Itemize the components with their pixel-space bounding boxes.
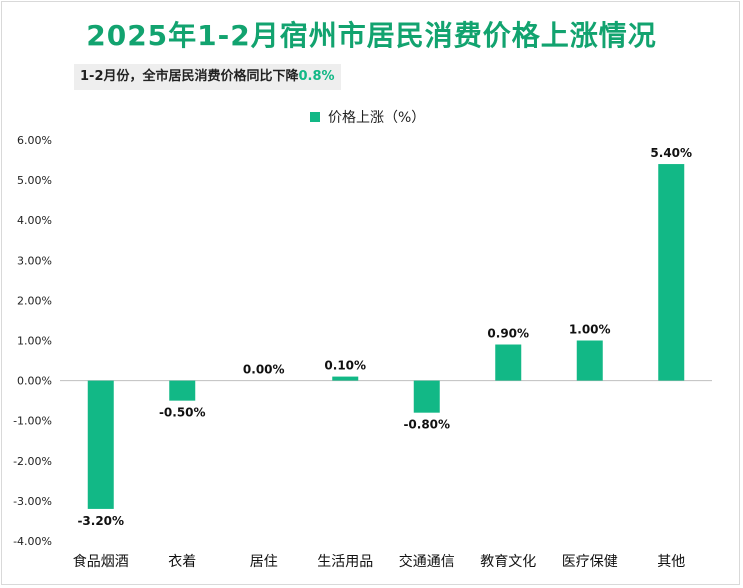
category-label: 衣着 [168,554,196,570]
legend-label: 价格上涨（%） [328,110,426,126]
category-label: 居住 [250,554,278,570]
category-label: 教育文化 [480,554,536,570]
data-label: -0.50% [159,406,206,420]
data-label: -3.20% [77,514,124,528]
y-tick-label: -3.00% [13,495,52,508]
category-label: 生活用品 [317,554,373,570]
data-label: 0.00% [243,363,285,377]
legend-swatch [310,112,320,122]
data-label: 0.90% [487,327,529,341]
y-tick-label: -4.00% [13,535,52,548]
y-tick-label: 3.00% [17,254,52,267]
bar [169,380,196,401]
bar [87,380,114,509]
category-label: 食品烟酒 [73,553,129,570]
y-tick-label: 0.00% [17,375,52,388]
legend: 价格上涨（%） [310,108,425,128]
chart-title: 2025年1-2月宿州市居民消费价格上涨情况 [86,19,657,52]
bar [332,376,359,381]
subtitle-box: 1-2月份，全市居民消费价格同比下降0.8% [74,64,341,90]
y-tick-label: 5.00% [17,174,52,187]
bar [495,344,522,381]
y-tick-label: 1.00% [17,335,52,348]
bar [658,164,685,381]
data-label: -0.80% [403,418,450,432]
data-label: 0.10% [324,359,366,373]
category-label: 医疗保健 [562,554,618,570]
data-label: 5.40% [650,146,692,160]
data-label: 1.00% [569,323,611,337]
bar [413,380,440,413]
y-tick-label: 4.00% [17,214,52,227]
y-tick-label: -2.00% [13,455,52,468]
category-label: 其他 [657,554,685,570]
bar [576,340,603,381]
category-label: 交通通信 [399,553,455,570]
subtitle-highlight: 0.8% [298,69,335,84]
subtitle-text: 1-2月份，全市居民消费价格同比下降 [80,69,299,84]
y-tick-label: 2.00% [17,294,52,307]
y-tick-label: -1.00% [13,415,52,428]
y-tick-label: 6.00% [17,134,52,147]
